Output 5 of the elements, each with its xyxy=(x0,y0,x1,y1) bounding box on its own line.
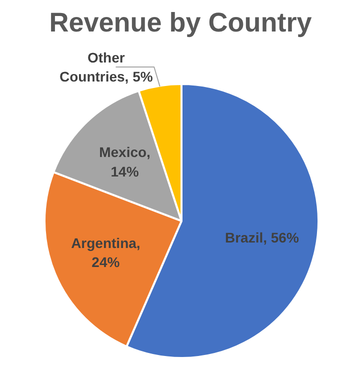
slice-label: Argentina, 24% xyxy=(71,234,140,270)
slice-label: Brazil, 56% xyxy=(224,230,300,246)
slice-label: Mexico, 14% xyxy=(99,144,150,180)
chart-title: Revenue by Country xyxy=(49,8,312,38)
slice-label: Other Countries, 5% xyxy=(59,49,154,85)
